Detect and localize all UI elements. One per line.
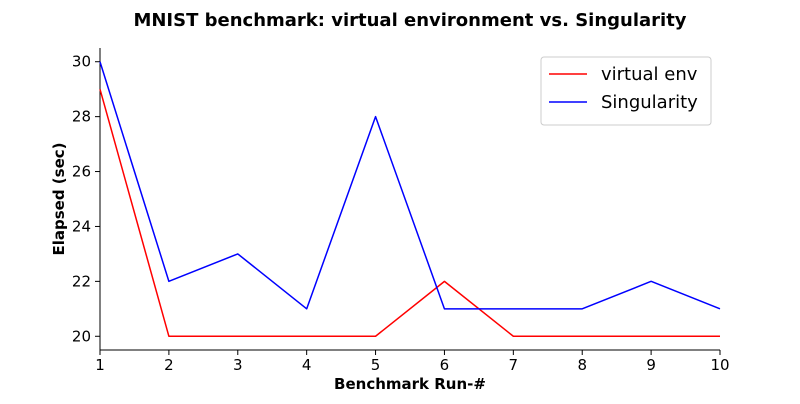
x-tick-label: 9 bbox=[646, 356, 656, 374]
x-axis-label: Benchmark Run-# bbox=[334, 375, 486, 393]
y-tick-label: 22 bbox=[72, 272, 91, 290]
x-tick-label: 6 bbox=[440, 356, 450, 374]
series-line-virtual-env bbox=[99, 88, 720, 338]
chart-legend: virtual env Singularity bbox=[540, 56, 712, 126]
y-tick-label: 24 bbox=[72, 217, 91, 235]
y-tick-label: 20 bbox=[72, 327, 91, 345]
series-lines bbox=[99, 61, 721, 338]
y-axis-label: Elapsed (sec) bbox=[50, 142, 68, 255]
x-tick-label: 10 bbox=[710, 356, 729, 374]
legend-label: Singularity bbox=[601, 92, 698, 113]
x-tick-label: 1 bbox=[95, 356, 105, 374]
x-tick-label: 3 bbox=[233, 356, 243, 374]
y-tick-label: 30 bbox=[72, 53, 91, 71]
x-tick-label: 5 bbox=[371, 356, 381, 374]
x-tick-label: 7 bbox=[509, 356, 519, 374]
legend-label: virtual env bbox=[601, 64, 698, 85]
x-tick-label: 2 bbox=[164, 356, 174, 374]
axes-spines bbox=[99, 48, 720, 351]
x-tick-label: 8 bbox=[577, 356, 587, 374]
y-tick-label: 28 bbox=[72, 108, 91, 126]
series-line-singularity bbox=[99, 61, 721, 310]
y-tick-label: 26 bbox=[72, 163, 91, 181]
y-axis-ticks: 20 22 24 26 28 30 bbox=[72, 53, 100, 345]
chart-title: MNIST benchmark: virtual environment vs.… bbox=[133, 10, 686, 31]
x-axis-ticks: 1 2 3 4 5 6 7 8 9 10 bbox=[95, 350, 730, 374]
x-tick-label: 4 bbox=[302, 356, 312, 374]
